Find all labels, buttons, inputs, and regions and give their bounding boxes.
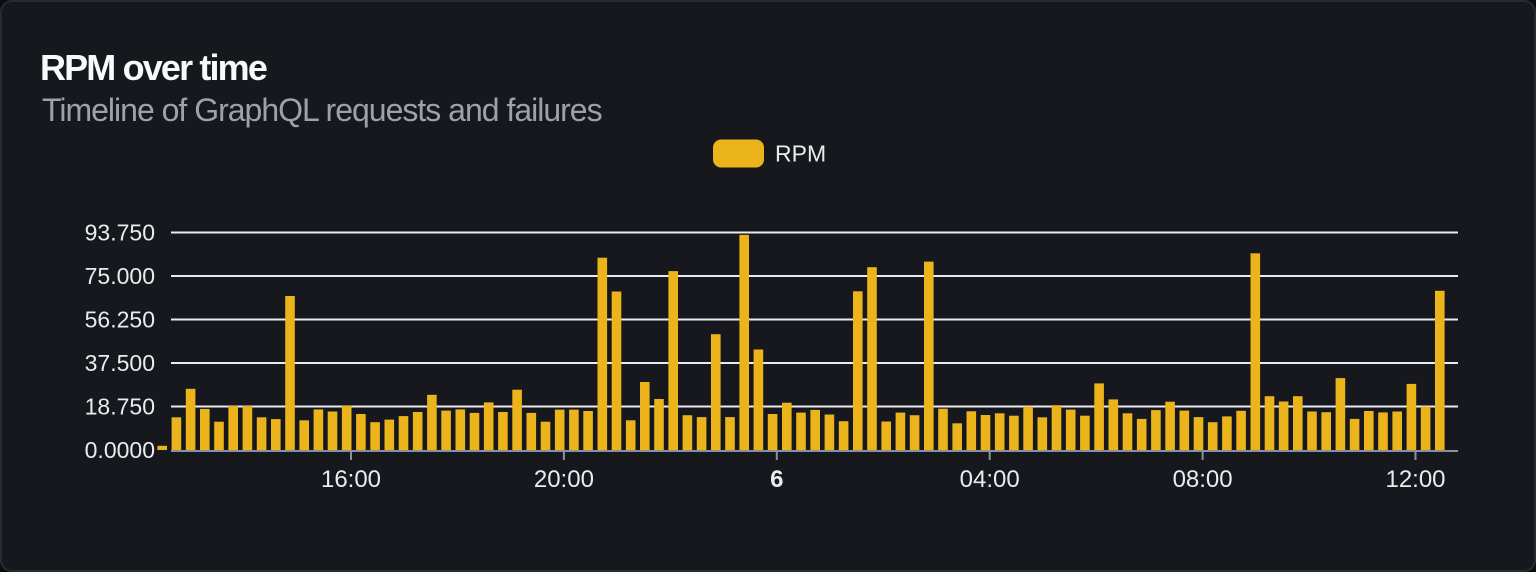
svg-text:RPM: RPM bbox=[775, 141, 826, 167]
svg-text:56.250: 56.250 bbox=[85, 307, 155, 333]
svg-text:6: 6 bbox=[770, 466, 783, 493]
svg-text:37.500: 37.500 bbox=[85, 350, 155, 376]
svg-text:75.000: 75.000 bbox=[85, 263, 155, 289]
svg-text:0.0000: 0.0000 bbox=[85, 437, 155, 463]
svg-text:20:00: 20:00 bbox=[534, 466, 594, 493]
svg-text:16:00: 16:00 bbox=[321, 466, 381, 493]
svg-text:08:00: 08:00 bbox=[1173, 466, 1233, 493]
svg-text:12:00: 12:00 bbox=[1385, 466, 1445, 493]
svg-text:93.750: 93.750 bbox=[85, 220, 155, 246]
svg-text:04:00: 04:00 bbox=[960, 466, 1020, 493]
svg-text:18.750: 18.750 bbox=[85, 394, 155, 420]
